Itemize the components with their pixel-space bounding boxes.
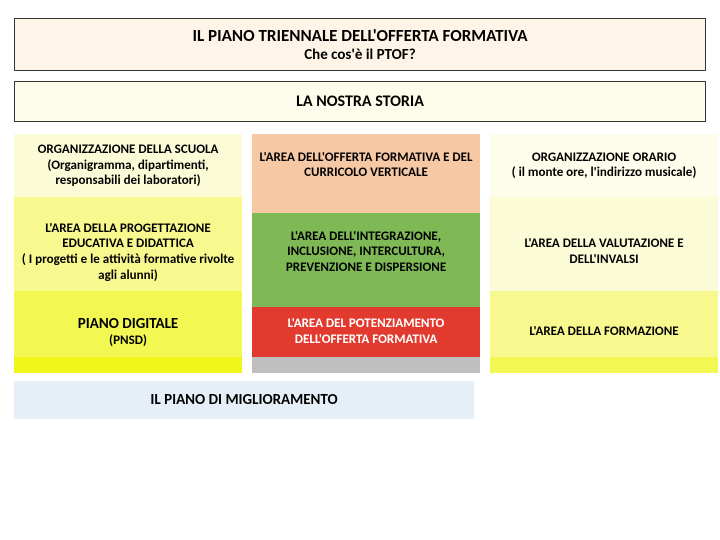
- cell-title: L'AREA DELLA PROGETTAZIONE EDUCATIVA E D…: [20, 221, 236, 252]
- spacer: [252, 291, 480, 307]
- cell-r4c3: [490, 357, 718, 373]
- cell-title: L'AREA DELL'OFFERTA FORMATIVA E DEL CURR…: [258, 150, 474, 181]
- header-title: IL PIANO TRIENNALE DELL'OFFERTA FORMATIV…: [19, 25, 701, 46]
- header-subtitle: Che cos'è il PTOF?: [19, 46, 701, 64]
- cell-title: PIANO DIGITALE: [78, 315, 179, 333]
- cell-title: L'AREA DELL'INTEGRAZIONE, INCLUSIONE, IN…: [258, 229, 474, 276]
- cell-sub: (Organigramma, dipartimenti, responsabil…: [20, 158, 236, 189]
- cell-r1c3: ORGANIZZAZIONE ORARIO ( il monte ore, l'…: [490, 134, 718, 197]
- cell-r1c1: ORGANIZZAZIONE DELLA SCUOLA (Organigramm…: [14, 134, 242, 197]
- cell-r3c3: L'AREA DELLA FORMAZIONE: [490, 307, 718, 357]
- spacer: [14, 291, 242, 307]
- cell-r1c2: L'AREA DELL'OFFERTA FORMATIVA E DEL CURR…: [252, 134, 480, 197]
- spacer: [14, 197, 242, 213]
- cell-sub: (PNSD): [109, 333, 147, 349]
- cell-title: L'AREA DELLA VALUTAZIONE E DELL'INVALSI: [496, 236, 712, 267]
- storia-box: LA NOSTRA STORIA: [14, 81, 706, 122]
- cell-r2c3: L'AREA DELLA VALUTAZIONE E DELL'INVALSI: [490, 213, 718, 291]
- cell-r3c2: L'AREA DEL POTENZIAMENTO DELL'OFFERTA FO…: [252, 307, 480, 357]
- footer-box: IL PIANO DI MIGLIORAMENTO: [14, 381, 474, 419]
- cell-r4c1: [14, 357, 242, 373]
- cell-r2c2: L'AREA DELL'INTEGRAZIONE, INCLUSIONE, IN…: [252, 213, 480, 291]
- cell-sub: ( il monte ore, l'indirizzo musicale): [512, 165, 697, 181]
- header-box: IL PIANO TRIENNALE DELL'OFFERTA FORMATIV…: [14, 18, 706, 71]
- cell-r3c1: PIANO DIGITALE (PNSD): [14, 307, 242, 357]
- cell-title: L'AREA DEL POTENZIAMENTO DELL'OFFERTA FO…: [258, 316, 474, 347]
- cell-title: ORGANIZZAZIONE DELLA SCUOLA: [38, 142, 219, 158]
- cell-title: ORGANIZZAZIONE ORARIO: [532, 150, 676, 166]
- cell-r2c1: L'AREA DELLA PROGETTAZIONE EDUCATIVA E D…: [14, 213, 242, 291]
- spacer: [490, 291, 718, 307]
- spacer: [490, 197, 718, 213]
- spacer: [252, 197, 480, 213]
- cell-title: L'AREA DELLA FORMAZIONE: [529, 324, 678, 340]
- cell-sub: ( I progetti e le attività formative riv…: [20, 252, 236, 283]
- cell-r4c2: [252, 357, 480, 373]
- main-grid: ORGANIZZAZIONE DELLA SCUOLA (Organigramm…: [14, 134, 706, 373]
